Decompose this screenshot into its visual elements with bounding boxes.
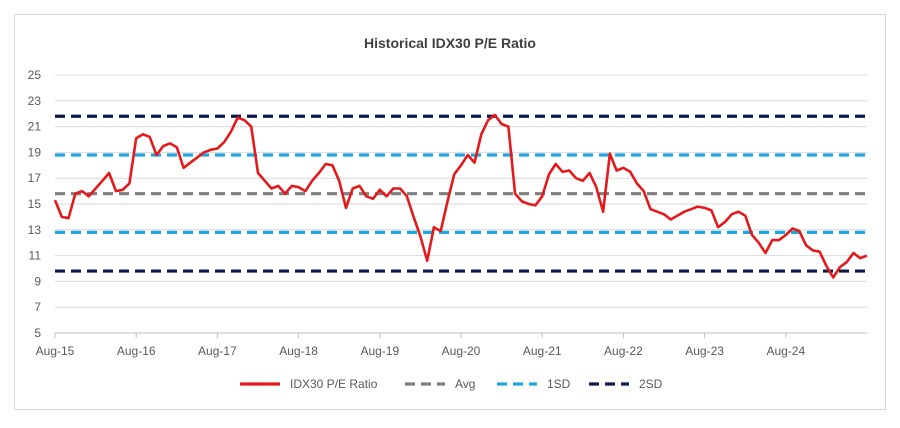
chart-frame bbox=[14, 14, 886, 410]
y-tick-label: 25 bbox=[28, 68, 42, 82]
y-tick-label: 13 bbox=[28, 223, 42, 237]
y-tick-label: 19 bbox=[28, 145, 42, 159]
y-tick-label: 9 bbox=[34, 274, 41, 288]
y-tick-label: 23 bbox=[28, 94, 42, 108]
x-tick-label: Aug-18 bbox=[279, 344, 318, 358]
x-tick-label: Aug-16 bbox=[117, 344, 156, 358]
legend-label: 2SD bbox=[639, 377, 663, 391]
y-axis: 5 7 9 11 13 15 17 19 21 23 25 bbox=[28, 68, 42, 340]
x-tick-label: Aug-21 bbox=[523, 344, 562, 358]
x-tick-label: Aug-19 bbox=[360, 344, 399, 358]
gridlines bbox=[55, 74, 867, 334]
x-tick-label: Aug-23 bbox=[685, 344, 724, 358]
legend-label: Avg bbox=[455, 377, 475, 391]
x-tick-label: Aug-22 bbox=[604, 344, 643, 358]
legend: IDX30 P/E Ratio Avg 1SD 2SD bbox=[240, 377, 663, 391]
y-tick-label: 17 bbox=[28, 171, 42, 185]
reference-lines bbox=[55, 114, 867, 273]
y-tick-label: 21 bbox=[28, 120, 42, 134]
y-tick-label: 5 bbox=[34, 326, 41, 340]
x-tick-label: Aug-17 bbox=[198, 344, 237, 358]
series-lines bbox=[53, 113, 868, 279]
x-tick-label: Aug-24 bbox=[766, 344, 805, 358]
x-tick-label: Aug-20 bbox=[442, 344, 481, 358]
chart-title: Historical IDX30 P/E Ratio bbox=[364, 35, 536, 51]
y-tick-label: 15 bbox=[28, 197, 42, 211]
y-tick-label: 11 bbox=[29, 249, 42, 263]
legend-label: IDX30 P/E Ratio bbox=[290, 377, 378, 391]
legend-label: 1SD bbox=[547, 377, 571, 391]
y-tick-label: 7 bbox=[34, 300, 41, 314]
series-line-pe-ratio bbox=[53, 113, 868, 279]
x-tick-label: Aug-15 bbox=[36, 344, 75, 358]
x-axis: Aug-15 Aug-16 Aug-17 Aug-18 Aug-19 Aug-20 Aug-… bbox=[36, 332, 867, 358]
